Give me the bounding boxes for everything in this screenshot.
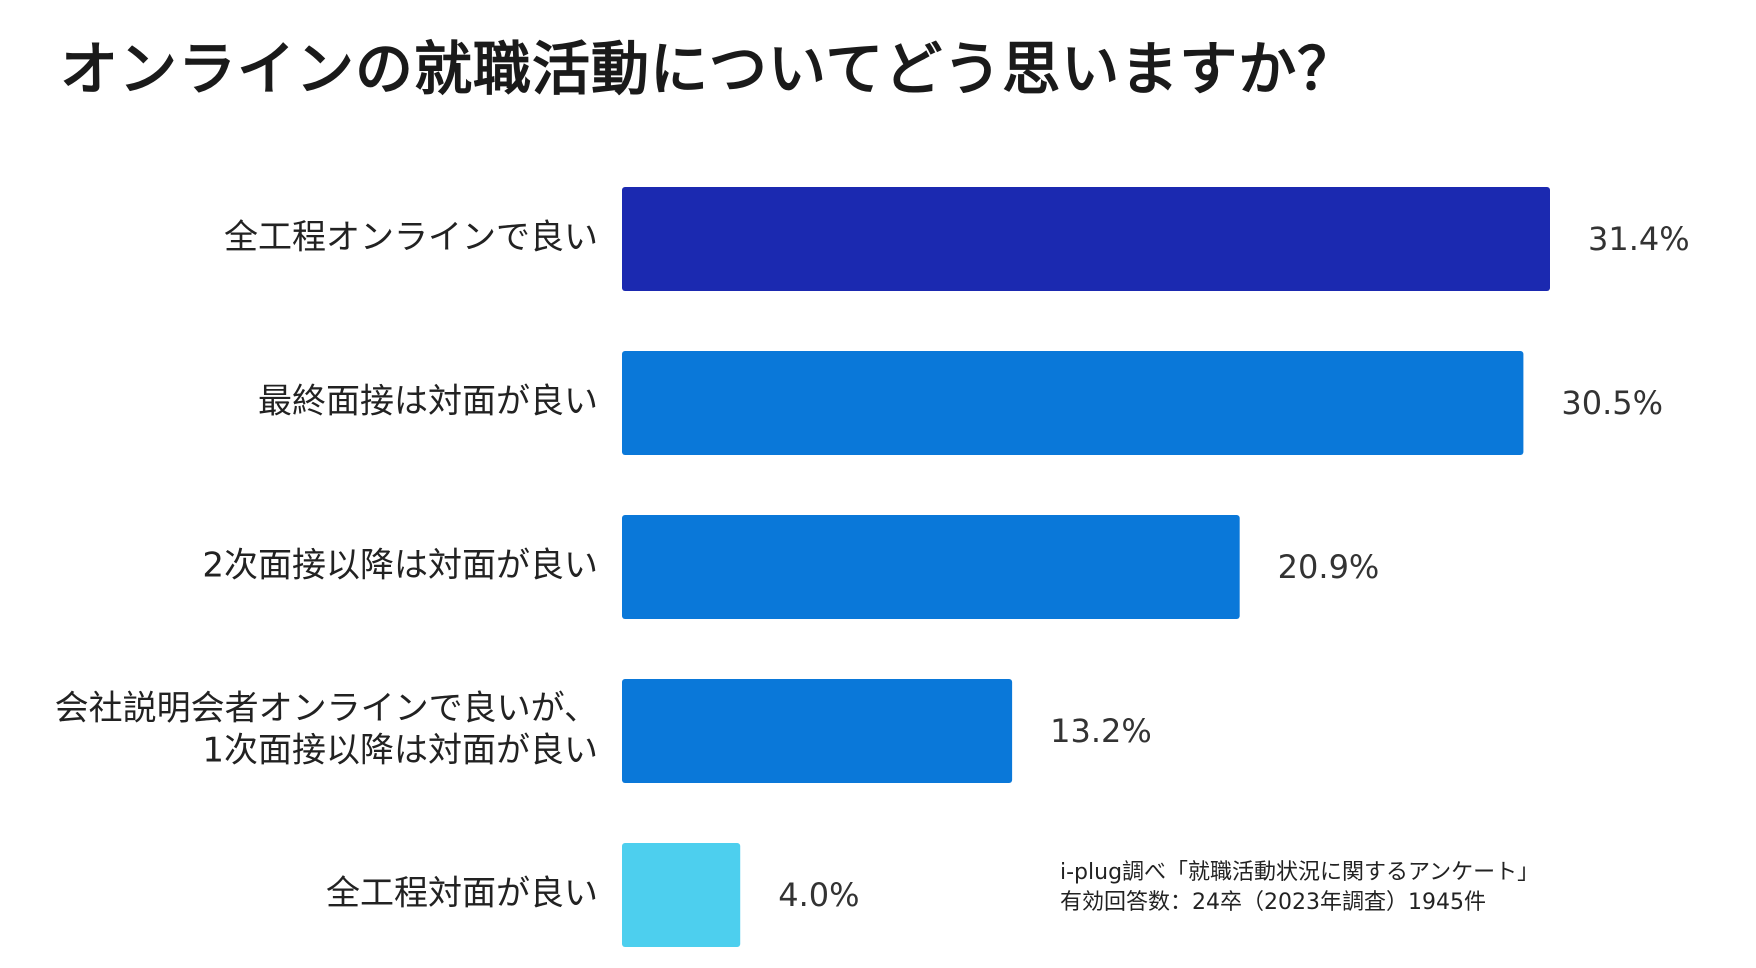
category-label-4-line-1: 会社説明会者オンラインで良いが、 xyxy=(55,689,598,729)
value-label-3: 20.9% xyxy=(1278,548,1380,586)
category-label-2: 最終面接は対面が良い xyxy=(258,382,598,422)
source-note: i-plug調べ「就職活動状況に関するアンケート」 有効回答数：24卒（2023… xyxy=(1060,858,1539,918)
source-line-2: 有効回答数：24卒（2023年調査）1945件 xyxy=(1060,890,1486,915)
value-label-4: 13.2% xyxy=(1050,712,1152,750)
bar-5 xyxy=(622,843,741,947)
category-label-5: 全工程対面が良い xyxy=(326,874,598,914)
bar-1 xyxy=(622,187,1550,291)
source-line-1: i-plug調べ「就職活動状況に関するアンケート」 xyxy=(1060,860,1540,885)
category-label-4-line-2: 1次面接以降は対面が良い xyxy=(202,731,598,771)
chart-title: オンラインの就職活動についてどう思いますか？ xyxy=(60,35,1357,103)
value-label-5: 4.0% xyxy=(778,876,859,914)
category-label-3: 2次面接以降は対面が良い xyxy=(202,546,598,586)
bar-3 xyxy=(622,515,1240,619)
value-label-2: 30.5% xyxy=(1561,384,1663,422)
value-label-1: 31.4% xyxy=(1588,220,1690,258)
bar-4 xyxy=(622,679,1013,783)
bar-2 xyxy=(622,351,1524,455)
category-label-1: 全工程オンラインで良い xyxy=(224,218,598,258)
